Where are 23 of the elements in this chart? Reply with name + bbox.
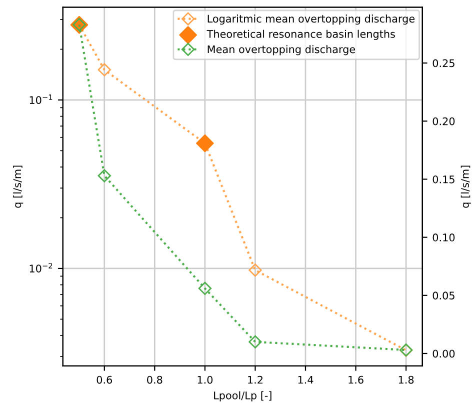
y2-axis-title: q [l/s/m] [460,166,471,208]
x-tick-label: 1.2 [248,376,262,384]
y-axis-title: q [l/s/m] [13,166,24,208]
x-tick-label: 1.8 [398,376,414,384]
x-axis-title: Lpool/Lp [-] [214,391,272,402]
point [248,264,262,277]
x-tick-label: 1.4 [298,376,314,384]
y2-tick-label: 0.20 [432,117,455,126]
x-tick-label: 1.0 [198,376,213,384]
y2-tick-label: 0.05 [432,292,454,300]
y2-tick-label: 0.25 [432,59,454,68]
legend-label: Mean overtopping discharge [208,45,356,56]
x-tick-label: 0.8 [147,376,162,384]
y2-tick-label: 0.00 [432,350,455,358]
x-tick-label: 0.6 [96,376,112,384]
legend-label: Theoretical resonance basin lengths [206,30,395,40]
x-tick-label: 1.6 [348,376,364,384]
y2-tick-label: 0.10 [432,234,455,242]
y-tick-label: 10$^{−1}$ [30,94,52,104]
legend-label: Logaritmic mean overtopping discharge [208,14,415,25]
point [98,63,111,76]
y2-tick-label: 0.15 [432,175,454,184]
y-tick-label: 10$^{−2}$ [30,262,52,272]
